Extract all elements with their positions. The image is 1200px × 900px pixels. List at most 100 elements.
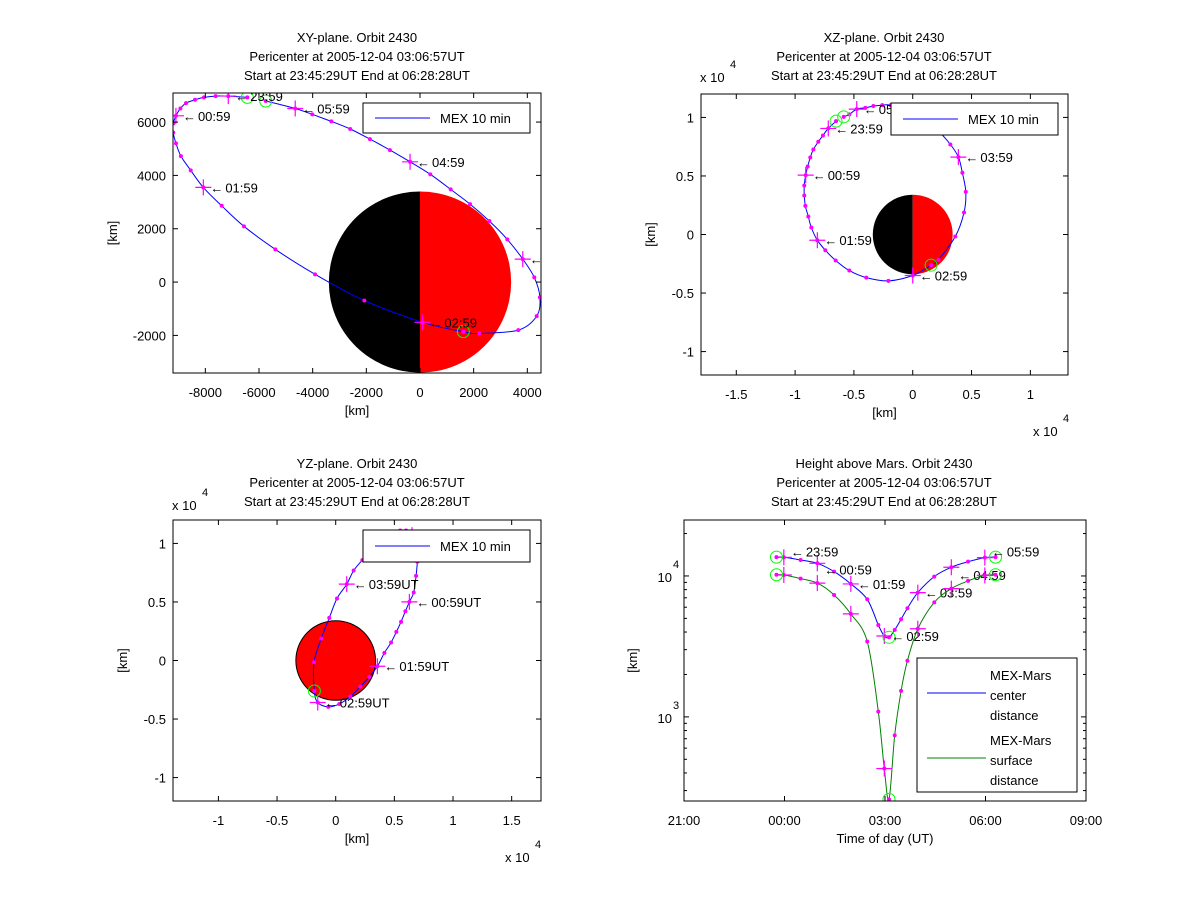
hour-label: 02:59: [906, 629, 939, 644]
annotation-arrow: ←: [891, 629, 904, 644]
mars-nightside: [328, 191, 420, 373]
chart-title-line: Pericenter at 2005-12-04 03:06:57UT: [776, 475, 991, 490]
sample-dot: [841, 114, 846, 119]
x-tick-label: 1: [449, 813, 456, 828]
annotation-arrow: ←: [791, 544, 804, 559]
y-tick-label: -2000: [133, 328, 166, 343]
start-circle: [769, 568, 783, 582]
end-circle: [837, 110, 851, 124]
sample-dot: [823, 248, 828, 253]
hour-label: 00:59: [839, 562, 872, 577]
sample-dot: [809, 225, 814, 230]
mars-disk: [295, 620, 377, 701]
plot-area: ←23:59←00:59←01:59←02:59←03:59←04:59←05:…: [769, 544, 1039, 801]
sample-dot: [351, 568, 356, 573]
hour-label: 23:59: [806, 544, 839, 559]
sample-dot: [892, 733, 897, 738]
chart-title-line: Pericenter at 2005-12-04 03:06:57UT: [249, 475, 464, 490]
annotation-arrow: ←: [813, 168, 826, 183]
pericenter-circle: [456, 325, 470, 339]
orbit: ←23:59←00:59←01:59←02:59←03:59←04:59←05:…: [173, 93, 541, 339]
sample-dot: [864, 275, 869, 280]
axes-box: [172, 92, 542, 374]
sample-dot: [387, 148, 392, 153]
sample-dot: [993, 572, 998, 577]
sample-dot: [428, 172, 433, 177]
sample-dot: [414, 573, 419, 578]
annotation-arrow: ←: [429, 315, 442, 330]
annotation-arrow: ←: [824, 562, 837, 577]
annotation-arrow: ←: [925, 586, 938, 601]
sample-dot: [905, 658, 910, 663]
sample-dot: [367, 674, 372, 679]
hour-label: 00:59: [828, 168, 861, 183]
sample-dot: [245, 95, 250, 100]
y-tick-label: 1: [687, 110, 694, 125]
sample-dot: [193, 97, 198, 102]
start-circle: [829, 114, 843, 128]
sample-dot: [367, 137, 372, 142]
legend-label: surface: [990, 753, 1033, 768]
hour-label: 01:59UT: [399, 659, 449, 674]
legend-label: center: [990, 688, 1027, 703]
sample-dot: [876, 622, 881, 627]
x-axis-exponent-power: 4: [535, 839, 541, 851]
hour-label: 00:59UT: [431, 595, 481, 610]
x-axis-label: Time of day (UT): [836, 831, 933, 846]
annotation-arrow: ←: [858, 577, 871, 592]
sample-dot: [880, 103, 885, 108]
sample-dot: [932, 600, 937, 605]
hour-label: 02:59: [935, 268, 968, 283]
x-tick-label: 1.5: [503, 813, 521, 828]
sample-dot: [178, 154, 183, 159]
sample-dot: [936, 257, 941, 262]
sample-dot: [953, 234, 958, 239]
legend-label: distance: [990, 708, 1038, 723]
sample-dot: [932, 574, 937, 579]
hour-label: 01:59: [225, 180, 258, 195]
sample-dot: [348, 127, 353, 131]
legend: MEX 10 min: [890, 102, 1059, 136]
legend: MEX 10 min: [362, 529, 531, 563]
y-axis-exponent-base: x 10: [700, 70, 725, 85]
legend-label: MEX 10 min: [968, 112, 1039, 127]
x-tick-label: 0: [332, 813, 339, 828]
sample-dot: [834, 119, 839, 124]
sample-dot: [887, 797, 892, 801]
sample-dot: [899, 617, 904, 622]
sample-dot: [477, 331, 482, 336]
end-circle: [989, 550, 1003, 564]
end-circle: [989, 568, 1003, 582]
legend-label: MEX 10 min: [440, 111, 511, 126]
x-tick-label: 21:00: [668, 813, 701, 828]
y-tick-label: -0.5: [672, 286, 694, 301]
sample-dot: [178, 106, 183, 111]
annotation-arrow: ←: [416, 595, 429, 610]
y-axis-label: [km]: [115, 648, 130, 673]
sample-dot: [876, 709, 881, 714]
sample-dot: [802, 193, 807, 198]
sample-dot: [516, 328, 521, 333]
sample-dot: [803, 203, 808, 208]
annotation-arrow: ←: [183, 109, 196, 124]
panel-yz: YZ-plane. Orbit 2430 Pericenter at 2005-1…: [115, 456, 542, 865]
x-tick-label: 0: [416, 385, 423, 400]
sample-dot: [263, 99, 268, 103]
sample-dot: [929, 263, 934, 268]
annotation-arrow: ←: [864, 102, 877, 117]
sample-dot: [892, 627, 897, 632]
sample-dot: [806, 214, 811, 219]
sample-dot: [348, 694, 353, 699]
sample-dot: [960, 170, 965, 175]
hour-label: 03:59: [980, 150, 1013, 165]
sample-dot: [899, 688, 904, 693]
sample-dot: [966, 578, 971, 583]
sample-dot: [847, 268, 852, 273]
y-axis-label: [km]: [643, 222, 658, 247]
pericenter-circle: [882, 630, 896, 644]
sample-dot: [537, 295, 541, 300]
x-axis-exponent-base: x 10: [505, 850, 530, 865]
x-tick-label: 06:00: [969, 813, 1002, 828]
annotation-arrow: ←: [354, 577, 367, 592]
